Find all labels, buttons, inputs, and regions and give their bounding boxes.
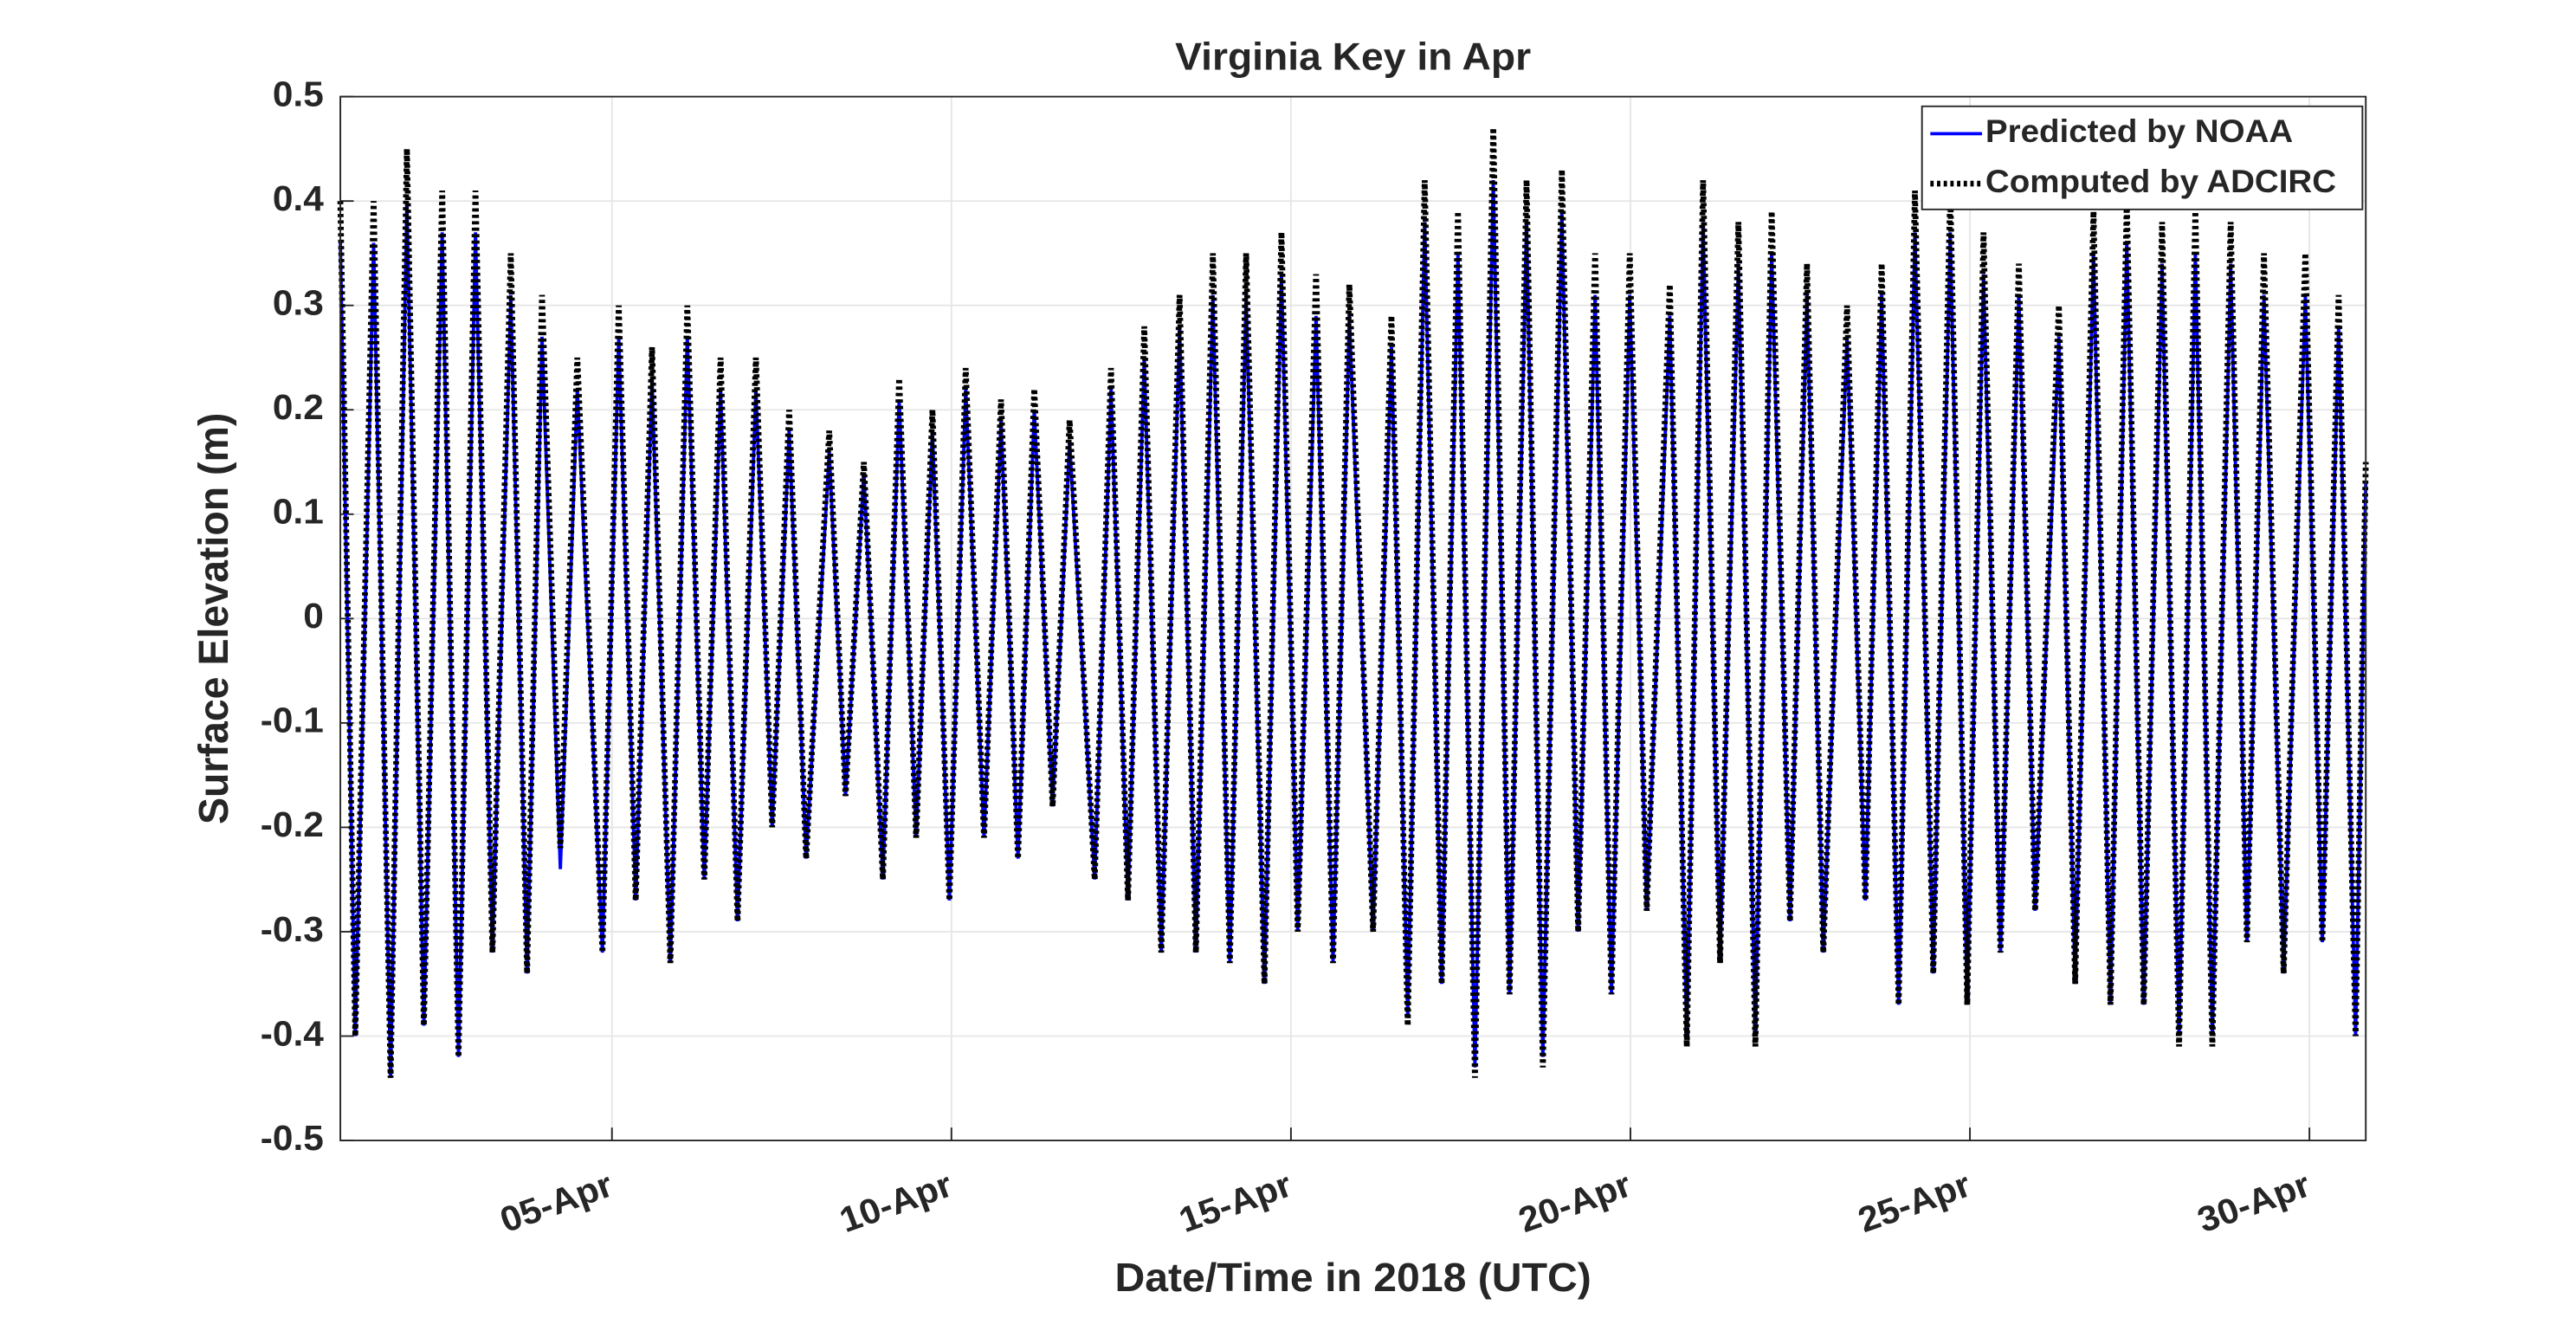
y-tick-label: 0.3 [273,282,324,322]
x-tick-label: 15-Apr [1173,1164,1297,1240]
y-axis-label: Surface Elevation (m) [190,413,237,824]
legend-label: Predicted by NOAA [1985,114,2293,150]
x-tick-label: 10-Apr [834,1164,958,1240]
legend-box [1921,105,2364,210]
x-tick-label: 05-Apr [494,1164,618,1240]
legend-label: Computed by ADCIRC [1985,164,2336,199]
y-tick-label: -0.1 [261,700,324,740]
y-tick-label: -0.3 [261,908,324,948]
chart-title: Virginia Key in Apr [1175,35,1531,78]
x-tick-label: 30-Apr [2192,1164,2316,1240]
line-series [337,127,2369,1078]
x-tick-label: 20-Apr [1513,1164,1637,1240]
y-tick-label: -0.2 [261,804,324,844]
y-tick-label: -0.5 [261,1118,324,1158]
y-tick-label: -0.4 [261,1013,324,1053]
y-tick-label: 0.5 [273,74,324,113]
y-tick-label: 0.4 [273,178,324,218]
y-tick-label: 0.2 [273,387,324,427]
x-tick-label: 25-Apr [1853,1164,1977,1240]
x-axis-label: Date/Time in 2018 (UTC) [1114,1256,1591,1301]
y-tick-label: 0 [303,596,324,636]
axes-box [339,95,2367,1141]
legend: Predicted by NOAA Computed by ADCIRC [1921,105,2364,210]
y-tick-label: 0.1 [273,491,324,531]
